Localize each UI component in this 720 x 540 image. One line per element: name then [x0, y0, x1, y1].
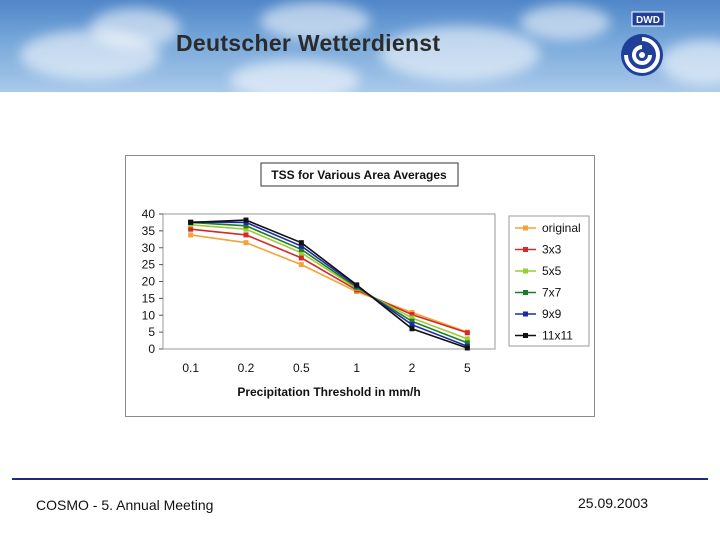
- y-axis: 0 5 10 15 20 25 30 35 40: [142, 207, 163, 356]
- data-point-11x11: [409, 326, 415, 332]
- y-tick-label: 15: [142, 291, 156, 305]
- data-point-11x11: [243, 217, 249, 223]
- y-tick-label: 35: [142, 224, 156, 238]
- x-tick-label: 0.1: [182, 361, 199, 375]
- x-tick-label: 5: [464, 361, 471, 375]
- data-point-5x5: [464, 336, 470, 342]
- chart-title-box: [260, 162, 459, 187]
- footer-meeting-label: COSMO - 5. Annual Meeting: [36, 497, 214, 513]
- y-tick-label: 10: [142, 308, 156, 322]
- data-point-11x11: [464, 345, 470, 351]
- series-line-11x11: [190, 219, 468, 349]
- series-line-5x5: [190, 224, 468, 340]
- data-point-7x7: [243, 223, 249, 229]
- data-point-original: [243, 240, 249, 246]
- legend-label: 5x5: [542, 264, 562, 278]
- data-point-9x9: [298, 243, 304, 249]
- chart-title: TSS for Various Area Averages: [271, 168, 447, 182]
- legend-swatch-marker: [523, 311, 528, 317]
- data-point-7x7: [409, 318, 415, 324]
- legend-swatch-marker: [523, 247, 528, 252]
- y-tick-label: 30: [142, 241, 156, 255]
- data-point-3x3: [298, 255, 304, 261]
- data-point-original: [188, 232, 194, 238]
- data-point-3x3: [409, 312, 415, 318]
- data-point-11x11: [298, 240, 304, 246]
- series-line-original: [190, 234, 468, 333]
- data-point-3x3: [464, 330, 470, 336]
- brand-title: Deutscher Wetterdienst: [176, 30, 441, 56]
- series-line-3x3: [190, 228, 468, 334]
- legend-swatch-marker: [523, 333, 528, 338]
- footer-divider: [12, 478, 708, 480]
- tss-line-chart: TSS for Various Area Averages 0510152025…: [142, 162, 590, 399]
- chart-panel: TSS for Various Area Averages 0 5 10 15 20 25…: [125, 155, 595, 417]
- y-tick-label: 40: [142, 207, 156, 221]
- series-line-7x7: [190, 221, 468, 344]
- x-tick-label: 0.2: [238, 361, 255, 375]
- data-point-5x5: [298, 250, 304, 256]
- data-point-9x9: [409, 322, 415, 328]
- data-point-7x7: [464, 340, 470, 346]
- legend-label: original: [542, 221, 581, 235]
- y-tick-label: 0: [148, 342, 155, 356]
- series-group: [188, 217, 470, 351]
- logo-text: DWD: [636, 15, 660, 26]
- data-point-7x7: [298, 246, 304, 252]
- header-banner: Deutscher Wetterdienst DWD: [0, 0, 720, 92]
- legend-label: 11x11: [542, 329, 573, 343]
- data-point-original: [298, 262, 304, 268]
- x-tick-label: 0.5: [293, 361, 310, 375]
- legend: original 3x3 5x5 7x7 9x9 11x11: [515, 221, 581, 343]
- y-tick-label: 5: [148, 325, 155, 339]
- legend-label: 3x3: [542, 243, 562, 257]
- x-axis: 0.1 0.2 0.5 1 2 5: [182, 361, 471, 375]
- legend-swatch-marker: [523, 268, 528, 274]
- y-tick-label: 20: [142, 275, 156, 289]
- data-point-3x3: [243, 232, 249, 238]
- x-tick-label: 2: [409, 361, 416, 375]
- y-tick-label: 25: [142, 258, 156, 272]
- x-axis-label: Precipitation Threshold in mm/h: [237, 385, 420, 399]
- legend-swatch-marker: [523, 225, 528, 231]
- dwd-logo-icon: DWD: [621, 11, 665, 76]
- plot-area: [162, 213, 496, 350]
- data-point-3x3: [188, 226, 194, 232]
- legend-box: [508, 215, 590, 347]
- data-point-5x5: [409, 315, 415, 321]
- legend-swatch-marker: [523, 290, 528, 295]
- data-point-11x11: [354, 282, 360, 288]
- x-tick-label: 1: [353, 361, 360, 375]
- footer-date: 25.09.2003: [578, 495, 649, 511]
- series-line-9x9: [190, 221, 468, 348]
- legend-label: 9x9: [542, 307, 562, 321]
- data-point-5x5: [243, 226, 249, 232]
- data-point-11x11: [188, 219, 194, 225]
- legend-label: 7x7: [542, 286, 562, 300]
